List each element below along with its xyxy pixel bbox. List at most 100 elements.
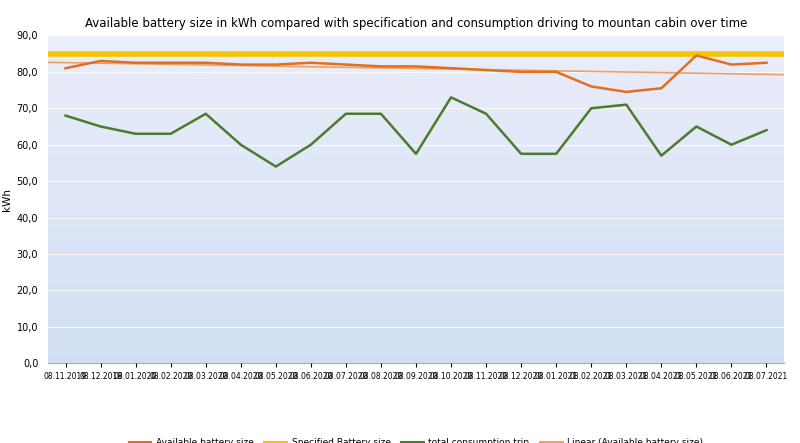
Bar [48, 211, 784, 213]
Bar [48, 71, 784, 73]
Bar [48, 124, 784, 126]
Bar [48, 103, 784, 104]
Bar [48, 224, 784, 225]
Bar [48, 58, 784, 60]
Bar [48, 89, 784, 91]
Bar [48, 183, 784, 185]
Bar [48, 127, 784, 129]
Bar [48, 255, 784, 256]
Bar [48, 82, 784, 83]
Bar [48, 323, 784, 324]
Bar [48, 352, 784, 354]
Bar [48, 175, 784, 176]
Bar [48, 83, 784, 85]
Bar [48, 168, 784, 170]
Bar [48, 98, 784, 99]
Bar [48, 171, 784, 173]
Bar [48, 344, 784, 345]
Bar [48, 219, 784, 221]
Bar [48, 77, 784, 78]
Bar [48, 290, 784, 291]
Bar [48, 316, 784, 317]
Bar [48, 284, 784, 286]
Bar [48, 257, 784, 258]
Bar [48, 147, 784, 148]
Bar [48, 106, 784, 108]
Bar [48, 120, 784, 122]
Bar [48, 244, 784, 245]
Bar [48, 155, 784, 157]
Bar [48, 295, 784, 296]
Bar [48, 157, 784, 158]
Bar [48, 280, 784, 281]
Bar [48, 119, 784, 120]
Bar [48, 237, 784, 239]
Bar [48, 340, 784, 342]
Bar [48, 317, 784, 319]
Bar [48, 314, 784, 316]
Bar [48, 245, 784, 247]
Bar [48, 326, 784, 327]
Bar [48, 265, 784, 267]
Bar [48, 240, 784, 242]
Bar [48, 234, 784, 235]
Bar [48, 126, 784, 127]
Bar [48, 70, 784, 71]
Bar [48, 49, 784, 50]
Bar [48, 288, 784, 290]
Bar [48, 253, 784, 255]
Bar [48, 337, 784, 338]
Bar [48, 206, 784, 207]
Bar [48, 176, 784, 178]
Bar [48, 335, 784, 337]
Bar [48, 94, 784, 96]
Bar [48, 160, 784, 162]
Bar [48, 163, 784, 165]
Bar [48, 122, 784, 124]
Bar [48, 55, 784, 57]
Bar [48, 272, 784, 273]
Bar [48, 137, 784, 139]
Bar [48, 37, 784, 39]
Bar [48, 273, 784, 275]
Bar [48, 332, 784, 334]
Bar [48, 153, 784, 155]
Bar [48, 258, 784, 260]
Bar [48, 191, 784, 193]
Bar [48, 213, 784, 214]
Bar [48, 144, 784, 145]
Bar [48, 99, 784, 101]
Bar [48, 311, 784, 312]
Bar [48, 222, 784, 224]
Bar [48, 329, 784, 330]
Bar [48, 75, 784, 76]
Bar [48, 342, 784, 344]
Bar [48, 193, 784, 194]
Bar [48, 136, 784, 137]
Bar [48, 159, 784, 160]
Bar [48, 54, 784, 55]
Bar [48, 276, 784, 278]
Bar [48, 214, 784, 216]
Bar [48, 132, 784, 134]
Bar [48, 307, 784, 309]
Bar [48, 65, 784, 66]
Bar [48, 330, 784, 332]
Bar [48, 140, 784, 142]
Bar [48, 134, 784, 136]
Bar [48, 63, 784, 65]
Bar [48, 334, 784, 335]
Bar [48, 167, 784, 168]
Bar [48, 345, 784, 347]
Bar [48, 194, 784, 196]
Bar [48, 218, 784, 219]
Bar [48, 88, 784, 89]
Bar [48, 35, 784, 37]
Bar [48, 101, 784, 103]
Bar [48, 114, 784, 116]
Bar [48, 355, 784, 357]
Bar [48, 275, 784, 276]
Bar [48, 286, 784, 288]
Bar [48, 116, 784, 117]
Bar [48, 204, 784, 206]
